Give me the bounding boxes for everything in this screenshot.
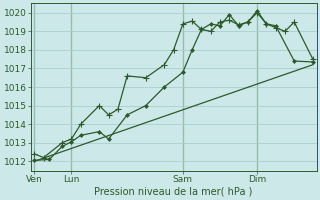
X-axis label: Pression niveau de la mer( hPa ): Pression niveau de la mer( hPa ) xyxy=(94,187,253,197)
